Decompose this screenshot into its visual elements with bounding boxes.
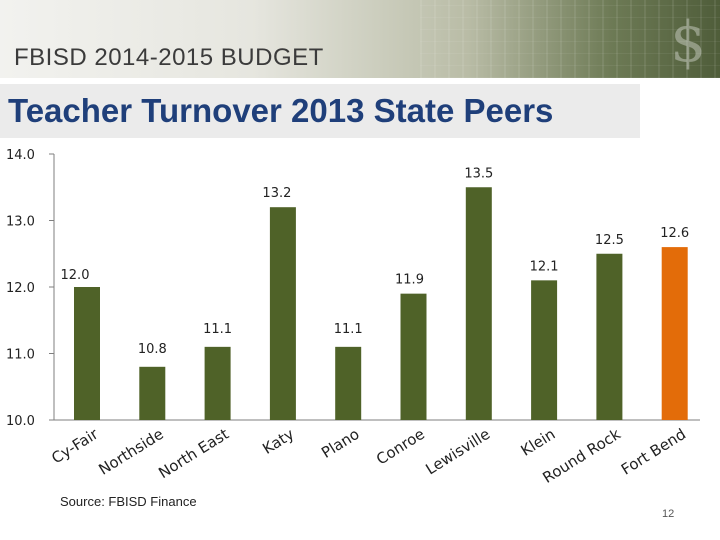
x-tick-label-group: Klein (518, 425, 559, 460)
x-tick-label: Conroe (373, 425, 428, 469)
x-tick-label: Katy (259, 425, 297, 458)
x-tick-label-group: Northside (95, 425, 166, 479)
bar-katy (269, 207, 296, 420)
bar-north-east (204, 346, 231, 420)
bar-cy-fair (74, 287, 100, 420)
data-label: 13.2 (262, 186, 291, 201)
y-tick-label: 14.0 (6, 148, 35, 163)
bar-chart: 10.0 11.0 12.0 13.0 14.0 12.0 Cy-Fair 10.8 North… (6, 148, 700, 487)
bar-lewisville (465, 187, 492, 420)
data-label: 12.1 (530, 259, 559, 274)
data-label: 10.8 (138, 342, 167, 357)
x-tick-label-group: Fort Bend (618, 425, 689, 479)
y-tick-label: 11.0 (6, 348, 35, 363)
data-label: 12.5 (595, 233, 624, 248)
data-label: 13.5 (464, 166, 493, 181)
x-tick-label-group: North East (155, 425, 232, 482)
data-label: 12.6 (660, 226, 689, 241)
y-tick-label: 10.0 (6, 414, 35, 429)
bar-northside (139, 366, 166, 420)
page-title: Teacher Turnover 2013 State Peers (8, 92, 554, 129)
data-label: 11.9 (395, 273, 424, 288)
page-number: 12 (662, 508, 675, 520)
bar-round-rock (596, 253, 623, 420)
data-label: 12.0 (61, 268, 90, 283)
x-tick-label: Klein (518, 425, 559, 460)
source-note: Source: FBISD Finance (60, 494, 197, 509)
x-tick-label: North East (155, 425, 232, 482)
x-tick-label: Plano (318, 425, 362, 462)
y-tick-label: 12.0 (6, 281, 35, 296)
data-label: 11.1 (334, 322, 363, 337)
x-tick-label: Cy-Fair (48, 424, 102, 467)
title-band (0, 84, 640, 138)
x-tick-label: Northside (95, 425, 166, 479)
bar-conroe (400, 293, 427, 420)
bar-fort-bend (661, 247, 688, 420)
bar-klein (531, 280, 558, 420)
y-tick-label: 13.0 (6, 215, 35, 230)
x-tick-label-group: Lewisville (422, 425, 493, 479)
x-tick-label-group: Plano (318, 425, 362, 462)
header-banner: $ FBISD 2014-2015 BUDGET (0, 0, 720, 78)
x-tick-label: Fort Bend (618, 425, 689, 479)
x-tick-label-group: Conroe (373, 425, 428, 469)
bar-plano (335, 346, 362, 420)
header-decoration (420, 0, 720, 78)
data-label: 11.1 (203, 322, 232, 337)
x-tick-label: Lewisville (422, 425, 493, 479)
x-tick-label-group: Cy-Fair (48, 424, 102, 467)
brand-title: FBISD 2014-2015 BUDGET (14, 44, 324, 71)
x-tick-label-group: Katy (259, 425, 297, 458)
dollar-icon: $ (670, 10, 706, 75)
